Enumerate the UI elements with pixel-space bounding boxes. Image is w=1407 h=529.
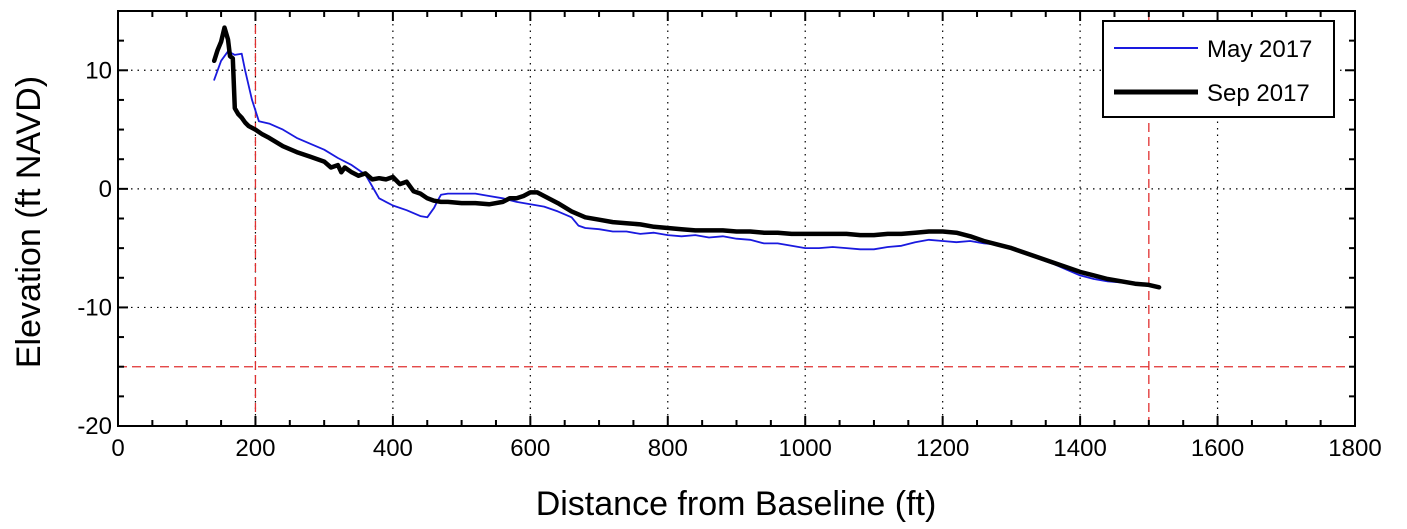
x-tick-label: 1200 <box>916 435 969 462</box>
x-tick-label: 0 <box>111 435 124 462</box>
y-tick-label: -20 <box>77 413 112 440</box>
x-tick-label: 200 <box>235 435 275 462</box>
y-tick-label: 0 <box>99 176 112 203</box>
reference-lines <box>118 11 1355 426</box>
x-tick-label: 1400 <box>1053 435 1106 462</box>
x-tick-label: 400 <box>373 435 413 462</box>
series-lines <box>211 25 1162 290</box>
series-line-may-2017 <box>213 50 1157 289</box>
legend-label-may-2017: May 2017 <box>1207 36 1312 63</box>
y-tick-labels: -20 -10 0 10 <box>77 57 112 440</box>
x-tick-label: 1600 <box>1191 435 1244 462</box>
y-tick-label: 10 <box>85 57 112 84</box>
x-tick-label: 600 <box>510 435 550 462</box>
grid <box>118 11 1355 426</box>
legend: May 2017 Sep 2017 <box>1102 20 1335 118</box>
x-tick-label: 800 <box>648 435 688 462</box>
y-tick-label: -10 <box>77 294 112 321</box>
x-tick-label: 1800 <box>1328 435 1381 462</box>
x-tick-labels: 0 200 400 600 800 1000 1200 1400 1600 1800 <box>111 435 1381 462</box>
legend-label-sep-2017: Sep 2017 <box>1207 80 1310 107</box>
x-tick-label: 1000 <box>779 435 832 462</box>
series-line-sep-2017 <box>211 25 1162 290</box>
legend-box <box>1102 20 1335 118</box>
y-axis-title: Elevation (ft NAVD) <box>10 76 48 368</box>
x-axis-title: Distance from Baseline (ft) <box>536 485 937 523</box>
axis-ticks <box>117 10 1356 427</box>
